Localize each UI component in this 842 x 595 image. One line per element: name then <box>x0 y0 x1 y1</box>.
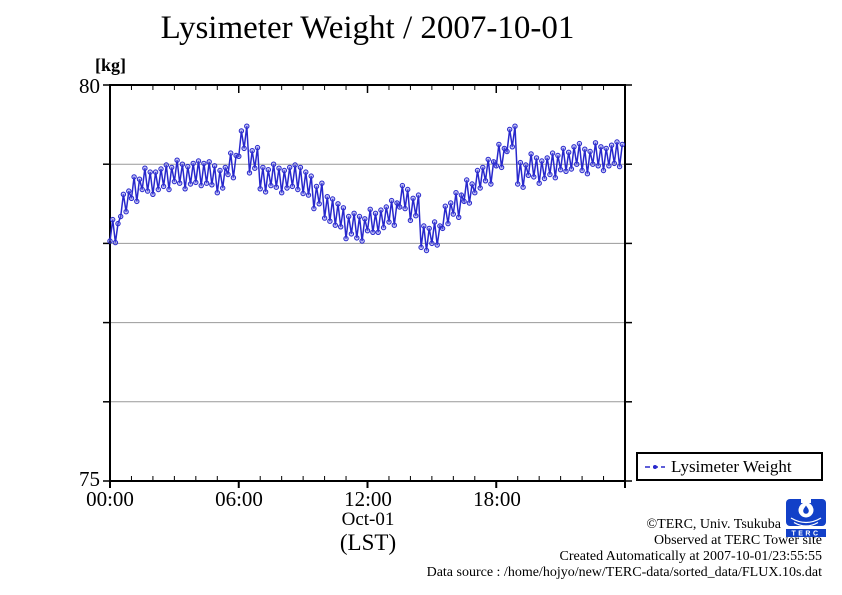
legend-label: Lysimeter Weight <box>671 456 792 476</box>
created-line: Created Automatically at 2007-10-01/23:5… <box>559 549 822 564</box>
datasource-line: Data source : /home/hojyo/new/TERC-data/… <box>426 565 822 580</box>
legend-line-icon <box>645 464 665 469</box>
x-axis-timezone-label: (LST) <box>339 530 397 555</box>
chart-title: Lysimeter Weight / 2007-10-01 <box>160 10 575 46</box>
x-tick-label-0000: 00:00 <box>86 487 134 511</box>
x-tick-label-1800: 18:00 <box>473 487 521 511</box>
y-tick-label-75: 75 <box>79 467 100 491</box>
terc-logo: TERC <box>786 499 826 537</box>
terc-logo-banner <box>786 529 826 537</box>
x-tick-label-1200: 12:00 <box>344 487 392 511</box>
y-tick-label-80: 80 <box>79 74 100 98</box>
x-tick-label-0600: 06:00 <box>215 487 263 511</box>
observed-line: Observed at TERC Tower site <box>653 533 822 548</box>
legend-box: Lysimeter Weight <box>636 452 823 481</box>
copyright-line: ©TERC, Univ. Tsukuba <box>646 517 782 532</box>
x-axis-date-label: Oct-01 <box>341 509 395 530</box>
terc-logo-text: TERC <box>791 531 820 538</box>
terc-logo-drop-icon <box>803 505 809 514</box>
y-axis-unit-label: [kg] <box>95 55 126 75</box>
